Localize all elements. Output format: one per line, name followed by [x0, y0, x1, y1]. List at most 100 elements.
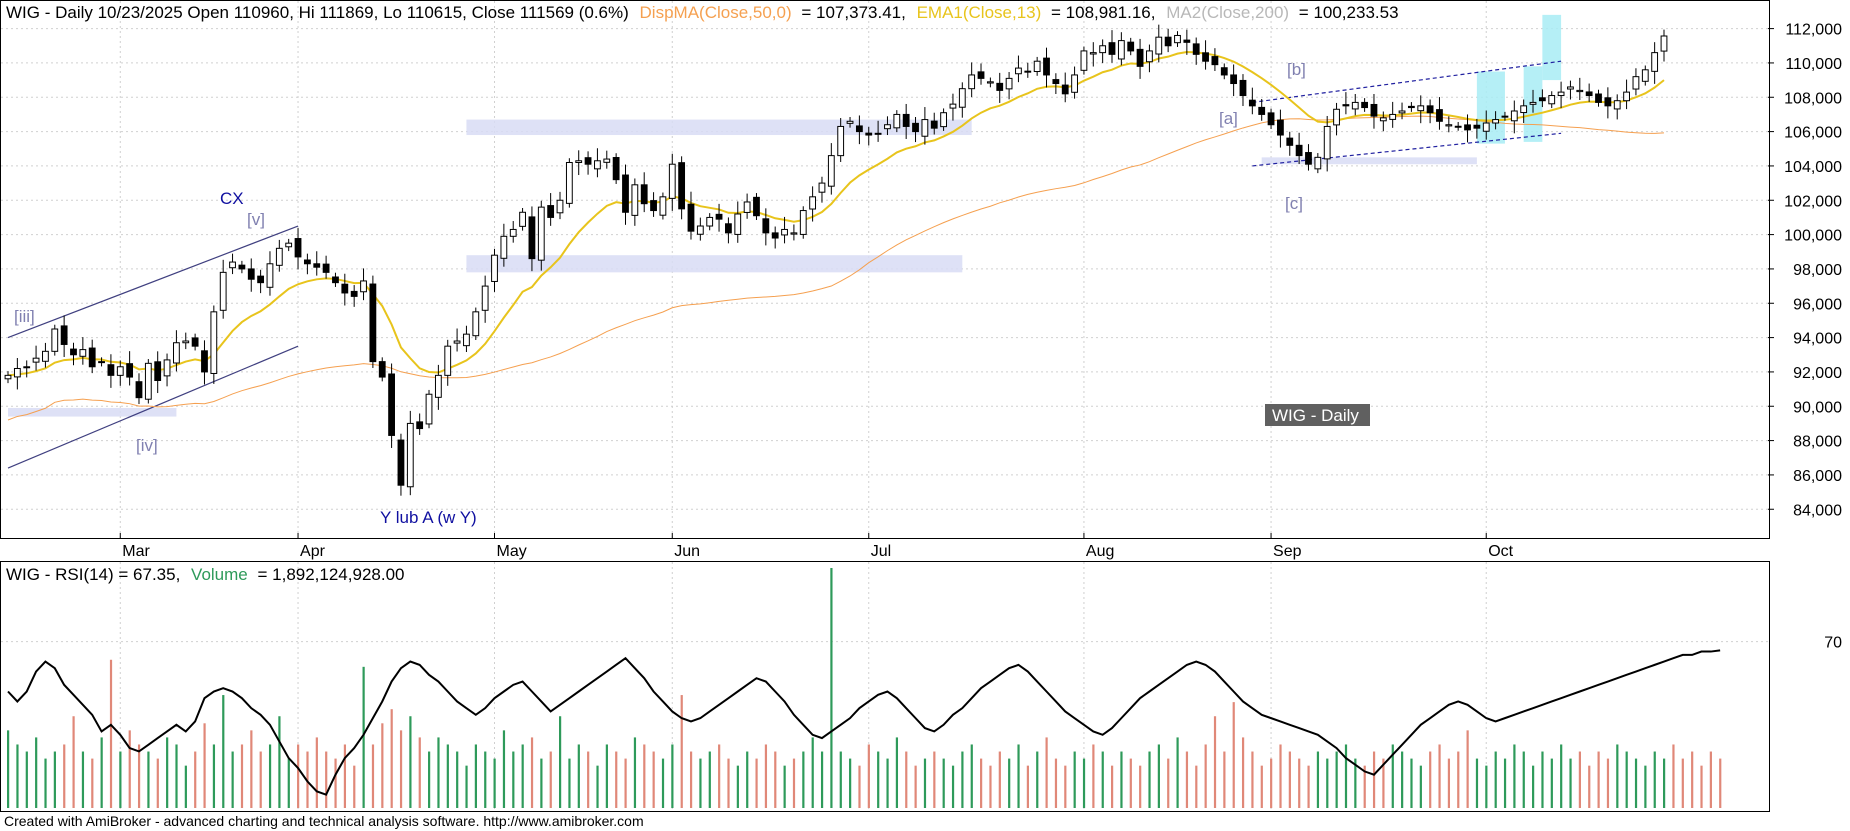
candle-body — [1585, 91, 1593, 97]
volume-bar — [222, 695, 225, 808]
annotation-wave-v: [v] — [247, 210, 265, 229]
candle-body — [238, 264, 246, 270]
volume-bar — [1223, 751, 1226, 808]
volume-bar — [212, 744, 216, 808]
candle-body — [313, 263, 321, 268]
volume-bar — [596, 765, 599, 808]
volume-bar — [334, 758, 337, 808]
volume-bar — [1279, 744, 1282, 808]
candle-body — [70, 348, 77, 356]
channel-upper-early — [7, 225, 299, 339]
volume-bar — [1111, 765, 1114, 808]
volume-bar — [886, 758, 889, 808]
volume-bar — [184, 765, 187, 808]
volume-bar — [1644, 765, 1647, 808]
volume-bar — [493, 758, 496, 808]
volume-bar — [409, 716, 412, 808]
price-zones — [8, 14, 1562, 417]
candle-body — [135, 381, 143, 399]
volume-bar — [353, 765, 356, 808]
volume-bar — [633, 737, 637, 808]
candle-body — [855, 125, 863, 133]
volume-bar — [1195, 765, 1198, 808]
volume-bar — [867, 744, 870, 808]
volume-bar — [540, 758, 543, 808]
y-tick-label: 84,000 — [1793, 502, 1842, 519]
volume-bar — [1129, 758, 1132, 808]
volume-bar — [1410, 758, 1413, 808]
volume-bar — [1513, 744, 1516, 808]
volume-bar — [456, 751, 459, 808]
volume-bar — [689, 751, 693, 808]
volume-bar — [1382, 758, 1385, 808]
volume-bar — [1344, 744, 1348, 808]
candle-body — [556, 199, 564, 214]
candle-body — [1061, 84, 1069, 95]
candle-body — [1632, 76, 1640, 90]
candle-body — [537, 206, 545, 261]
volume-bar — [166, 737, 169, 808]
volume-bar — [119, 751, 122, 808]
candle-body — [631, 184, 639, 216]
candle-body — [1248, 99, 1256, 107]
candle-body — [1492, 119, 1499, 124]
candle-body — [1342, 104, 1350, 107]
ma50-line — [7, 115, 1665, 421]
candle-body — [285, 242, 293, 248]
candle-body — [1473, 124, 1481, 129]
rsi-header: WIG - RSI(14) = 67.35, — [6, 565, 180, 584]
candle-body — [622, 174, 629, 213]
volume-bar — [951, 765, 955, 808]
candle-body — [116, 366, 124, 376]
volume-bar — [203, 723, 206, 808]
candle-body — [1314, 156, 1322, 170]
candle-body — [659, 196, 667, 216]
volume-bar — [530, 737, 534, 808]
candle-body — [163, 359, 171, 377]
volume-bar — [942, 758, 945, 808]
volume-bar — [1625, 751, 1628, 808]
candle-body — [416, 421, 424, 430]
volume-bar — [418, 737, 421, 808]
volume-bar — [1064, 765, 1067, 808]
annotation-y-lub-a: Y lub A (w Y) — [380, 508, 477, 527]
candle-body — [1117, 40, 1125, 60]
y-tick-label: 90,000 — [1793, 399, 1842, 416]
candle-body — [1015, 67, 1022, 75]
volume-bar — [371, 744, 375, 808]
rsi-line — [7, 649, 1721, 796]
volume-bar — [989, 765, 992, 808]
candle-body — [472, 311, 480, 337]
volume-bar — [792, 758, 796, 808]
candle-body — [1033, 60, 1041, 73]
volume-bar — [905, 751, 908, 808]
month-label: Oct — [1488, 543, 1513, 560]
candle-body — [98, 361, 105, 364]
volume-bar — [1082, 758, 1086, 808]
candle-body — [294, 238, 302, 258]
candle-body — [584, 157, 592, 165]
candle-body — [1520, 105, 1528, 114]
candle-body — [884, 124, 891, 130]
volume-bar — [521, 744, 524, 808]
volume-bar — [147, 751, 150, 808]
candle-body — [1080, 50, 1088, 71]
candle-body — [1426, 105, 1434, 114]
candle-body — [406, 422, 414, 488]
volume-bar — [1700, 765, 1703, 808]
y-tick-label: 102,000 — [1784, 193, 1842, 210]
volume-bar — [1270, 758, 1273, 808]
volume-bar — [1466, 730, 1469, 808]
candle-body — [1305, 152, 1312, 165]
candle-body — [1155, 36, 1163, 55]
candle-body — [968, 74, 976, 90]
candle-body — [1071, 74, 1078, 93]
volume-series — [7, 568, 1722, 808]
volume-bar — [615, 751, 618, 808]
volume-bar — [1241, 737, 1245, 808]
volume-bar — [1054, 758, 1058, 808]
volume-bar — [390, 709, 393, 808]
channel-lower-early — [7, 345, 299, 469]
